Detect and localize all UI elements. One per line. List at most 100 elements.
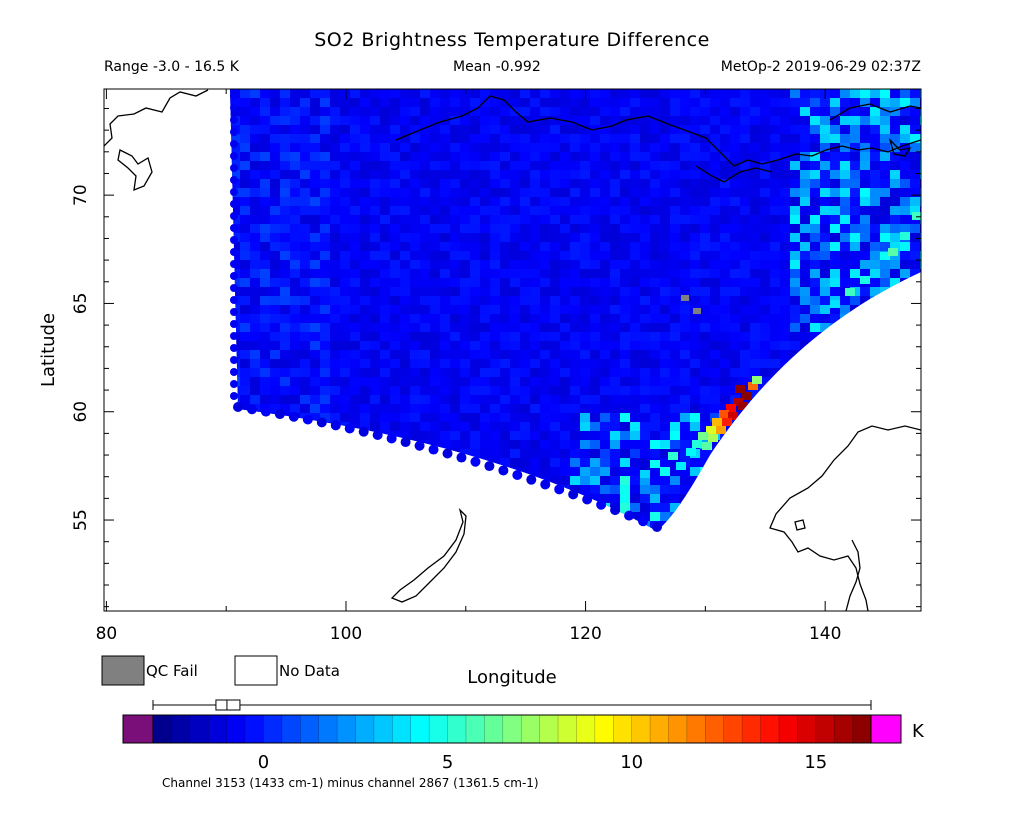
swath-pixel [700, 395, 710, 404]
swath-pixel [710, 278, 720, 287]
swath-pixel [790, 170, 800, 179]
swath-pixel [820, 179, 830, 188]
swath-pixel [750, 251, 760, 260]
swath-pixel [760, 224, 770, 233]
swath-pixel [820, 107, 830, 116]
swath-pixel [580, 188, 590, 197]
swath-pixel [500, 314, 510, 323]
swath-pixel [400, 269, 410, 278]
swath-pixel [690, 215, 700, 224]
x-axis-ticks: 80 100 120 140 [96, 89, 841, 644]
swath-pixel [420, 224, 430, 233]
swath-pixel [630, 107, 640, 116]
swath-pixel [610, 116, 620, 125]
swath-pixel [620, 359, 630, 368]
swath-pixel [630, 152, 640, 161]
swath-pixel [790, 152, 800, 161]
swath-pixel [610, 413, 620, 422]
swath-pixel [260, 152, 270, 161]
swath-pixel [300, 350, 310, 359]
swath-pixel [400, 314, 410, 323]
swath-pixel [820, 116, 830, 125]
swath-pixel [620, 179, 630, 188]
swath-pixel [430, 98, 440, 107]
swath-pixel [370, 269, 380, 278]
swath-pixel [380, 206, 390, 215]
swath-pixel [720, 206, 730, 215]
swath-pixel [550, 170, 560, 179]
swath-pixel [720, 305, 730, 314]
swath-pixel [770, 134, 780, 143]
swath-pixel [670, 314, 680, 323]
swath-pixel [510, 422, 520, 431]
swath-pixel [600, 377, 610, 386]
swath-pixel [240, 206, 250, 215]
swath-pixel [450, 404, 460, 413]
swath-pixel [590, 242, 600, 251]
swath-pixel [360, 359, 370, 368]
swath-pixel [870, 197, 880, 206]
plume-pixel [728, 412, 738, 420]
swath-pixel [730, 188, 740, 197]
swath-pixel [810, 98, 820, 107]
swath-pixel [670, 260, 680, 269]
swath-pixel [820, 305, 830, 314]
swath-pixel [580, 251, 590, 260]
swath-pixel [570, 89, 580, 98]
swath-pixel [290, 233, 300, 242]
swath-pixel [440, 332, 450, 341]
swath-pixel [550, 458, 560, 467]
swath-pixel [410, 107, 420, 116]
swath-pixel [390, 350, 400, 359]
swath-pixel [630, 215, 640, 224]
colorbar-under-swatch [122, 714, 154, 744]
swath-pixel [700, 323, 710, 332]
colorbar-segment [245, 715, 265, 743]
swath-pixel [600, 107, 610, 116]
swath-pixel [860, 143, 870, 152]
swath-pixel [730, 350, 740, 359]
swath-pixel [700, 350, 710, 359]
swath-edge-dot [230, 128, 238, 136]
swath-pixel [710, 260, 720, 269]
swath-pixel [650, 341, 660, 350]
swath-pixel [660, 179, 670, 188]
swath-pixel [530, 89, 540, 98]
swath-pixel [580, 458, 590, 467]
swath-pixel [750, 215, 760, 224]
swath-pixel [490, 125, 500, 134]
swath-pixel [560, 440, 570, 449]
swath-pixel [400, 341, 410, 350]
coastline-east-islands [888, 137, 912, 157]
swath-pixel [300, 269, 310, 278]
swath-pixel [380, 368, 390, 377]
swath-pixel [240, 305, 250, 314]
swath-pixel [560, 242, 570, 251]
swath-pixel [550, 359, 560, 368]
swath-pixel [650, 215, 660, 224]
swath-pixel [840, 152, 850, 161]
swath-pixel [490, 440, 500, 449]
swath-pixel [570, 449, 580, 458]
swath-pixel [380, 296, 390, 305]
swath-pixel [670, 89, 680, 98]
swath-pixel [440, 233, 450, 242]
swath-pixel [850, 233, 860, 242]
swath-pixel [510, 332, 520, 341]
swath-pixel [380, 422, 390, 431]
swath-pixel [590, 278, 600, 287]
swath-pixel [650, 323, 660, 332]
swath-pixel [630, 116, 640, 125]
swath-pixel [430, 431, 440, 440]
swath-pixel [460, 296, 470, 305]
swath-pixel [700, 188, 710, 197]
swath-pixel [690, 233, 700, 242]
swath-pixel [740, 197, 750, 206]
plume-pixel [716, 426, 726, 434]
swath-pixel [630, 197, 640, 206]
swath-pixel [780, 305, 790, 314]
swath-pixel [670, 305, 680, 314]
swath-pixel [250, 152, 260, 161]
swath-pixel [420, 404, 430, 413]
swath-pixel [810, 260, 820, 269]
